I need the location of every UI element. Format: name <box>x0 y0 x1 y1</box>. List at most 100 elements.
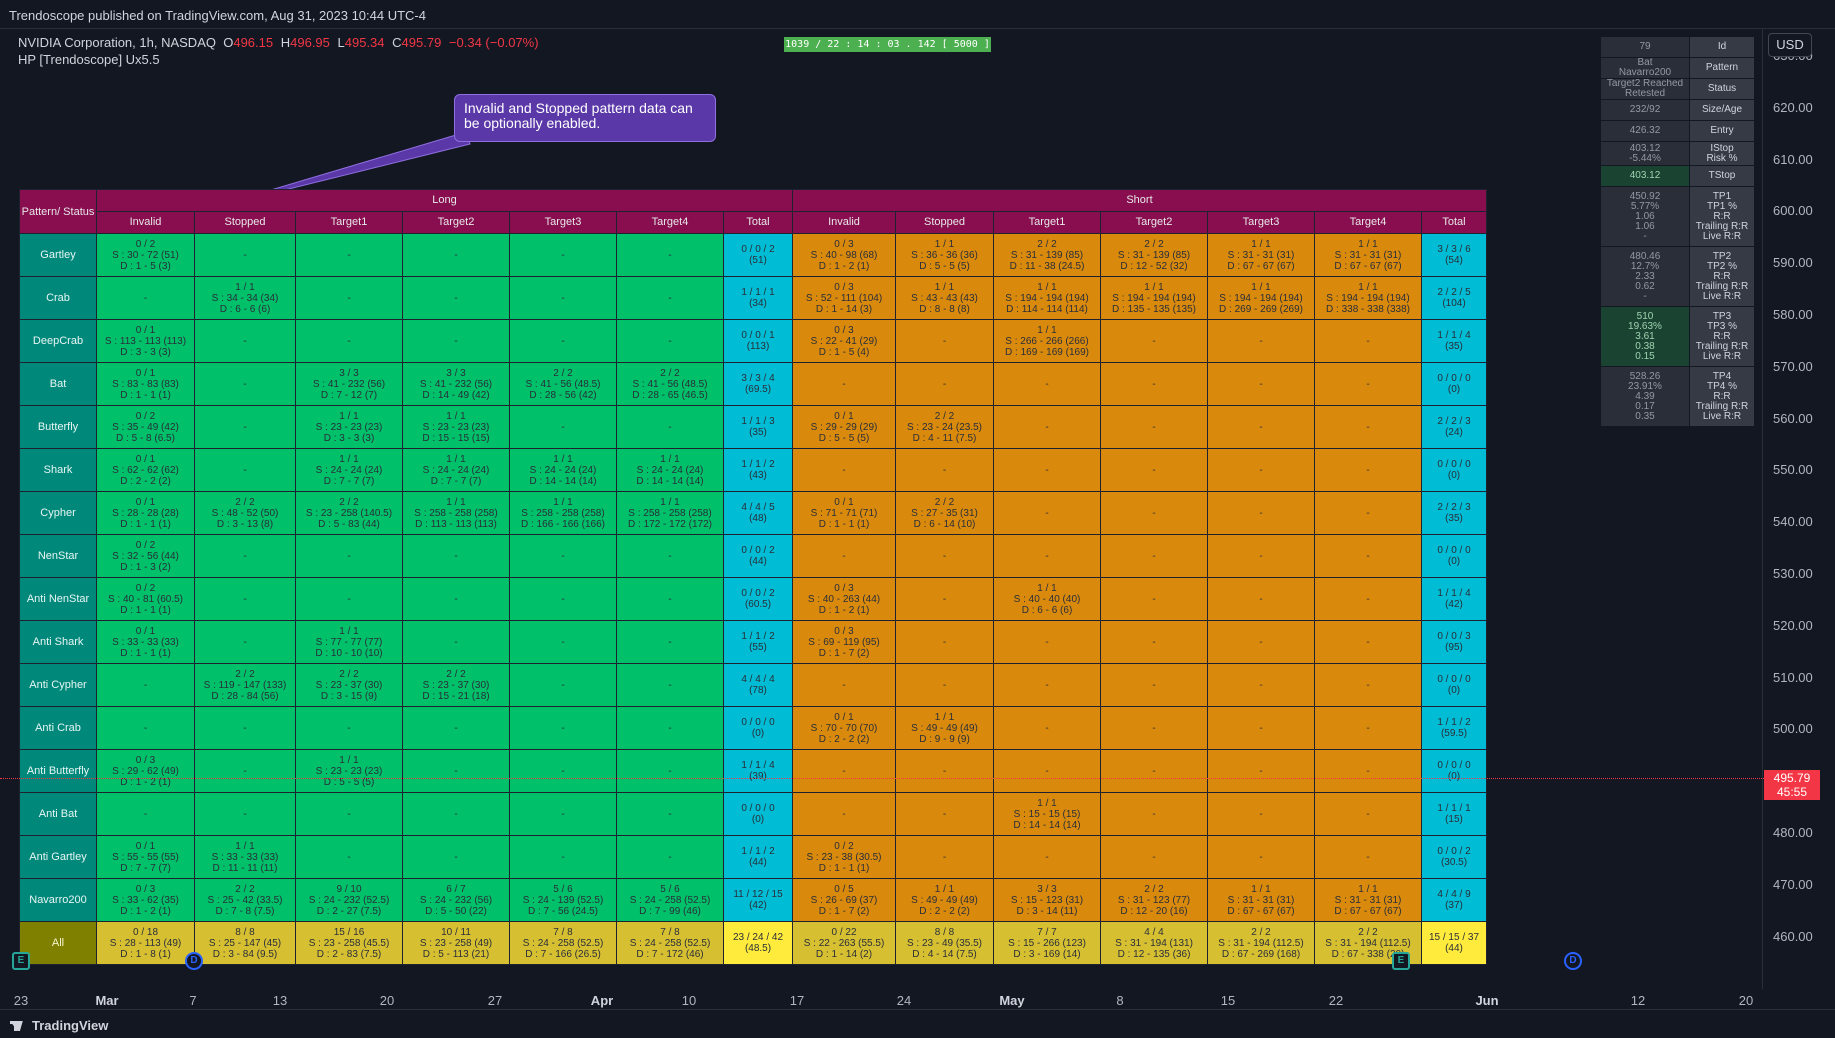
table-cell: 15 / 16 S : 23 - 258 (45.5) D : 2 - 83 (7.… <box>295 921 403 965</box>
table-cell: - <box>96 706 195 750</box>
price-axis[interactable]: 630.00620.00610.00600.00590.00580.00570.… <box>1762 29 1835 989</box>
time-tick: 8 <box>1116 993 1124 1008</box>
earnings-marker-icon[interactable]: E <box>12 952 30 970</box>
subheader-long-total: Total <box>723 211 793 234</box>
table-cell: - <box>993 706 1101 750</box>
table-cell: - <box>295 835 403 879</box>
price-tick: 580.00 <box>1773 307 1813 322</box>
price-tick: 470.00 <box>1773 876 1813 892</box>
time-axis[interactable]: 23 Mar 7 13 20 27 Apr 10 17 24 May 8 15 22 Jun 12 20 <box>0 989 1835 1009</box>
corner-header: Pattern/ Status <box>19 189 97 234</box>
earnings-marker-icon[interactable]: E <box>1392 952 1410 970</box>
trade-detail-label: TP3 TP3 % R:R Trailing R:R Live R:R <box>1689 306 1755 367</box>
table-cell: 0 / 0 / 0 (0) <box>1421 749 1487 793</box>
table-cell: - <box>1207 835 1315 879</box>
table-cell: - <box>1207 319 1315 363</box>
trade-detail-row: Bat Navarro200 Pattern <box>1600 57 1755 79</box>
dividend-marker-icon[interactable]: D <box>185 952 203 970</box>
table-cell: - <box>993 620 1101 664</box>
table-cell: - <box>1100 835 1208 879</box>
table-cell: 3 / 3 / 4 (69.5) <box>723 362 793 406</box>
table-cell: - <box>194 448 296 492</box>
currency-button[interactable]: USD <box>1768 33 1812 57</box>
table-cell: - <box>509 749 617 793</box>
table-cell: - <box>895 620 994 664</box>
table-cell: - <box>792 792 896 836</box>
tradingview-brand[interactable]: TradingView <box>10 1018 108 1033</box>
row-label: Anti Cypher <box>19 663 97 707</box>
table-cell: - <box>1314 577 1422 621</box>
table-cell: 23 / 24 / 42 (48.5) <box>723 921 793 965</box>
time-tick: 24 <box>896 993 912 1008</box>
table-cell: - <box>895 792 994 836</box>
table-cell: - <box>194 319 296 363</box>
table-cell: - <box>1100 319 1208 363</box>
table-cell: 0 / 0 / 2 (44) <box>723 534 793 578</box>
indicator-legend[interactable]: HP [Trendoscope] Ux5.5 <box>18 52 160 67</box>
table-cell: - <box>509 405 617 449</box>
table-cell: - <box>402 233 510 277</box>
close-value: 495.79 <box>401 35 442 50</box>
open-value: 496.15 <box>233 35 274 50</box>
chart-area[interactable]: NVIDIA Corporation, 1h, NASDAQ O496.15 H… <box>0 29 1835 1038</box>
table-cell: 9 / 10 S : 24 - 232 (52.5) D : 2 - 27 (7.5… <box>295 878 403 922</box>
table-cell: - <box>895 835 994 879</box>
table-cell: 2 / 2 / 3 (24) <box>1421 405 1487 449</box>
table-cell: - <box>993 835 1101 879</box>
table-cell: 3 / 3 / 6 (54) <box>1421 233 1487 277</box>
symbol-name[interactable]: NVIDIA Corporation, 1h, NASDAQ <box>18 35 216 50</box>
table-cell: 1 / 1 / 2 (43) <box>723 448 793 492</box>
table-cell: - <box>194 749 296 793</box>
price-tick: 540.00 <box>1773 514 1813 530</box>
table-cell: - <box>1100 491 1208 535</box>
table-cell: - <box>616 319 724 363</box>
table-cell: - <box>616 706 724 750</box>
dividend-marker-icon[interactable]: D <box>1564 952 1582 970</box>
table-cell: - <box>402 792 510 836</box>
table-cell: - <box>895 577 994 621</box>
table-cell: - <box>295 577 403 621</box>
table-cell: - <box>194 362 296 406</box>
trade-detail-value: 510 19.63% 3.61 0.38 0.15 <box>1600 306 1690 367</box>
trade-detail-value: 480.46 12.7% 2.33 0.62- <box>1600 246 1690 307</box>
table-cell: - <box>616 233 724 277</box>
trade-detail-label: IStop Risk % <box>1689 141 1755 166</box>
table-cell: 0 / 0 / 0 (0) <box>723 706 793 750</box>
subheader-long-target1: Target1 <box>295 211 403 234</box>
timer-label: 1039 / 22 : 14 : 03 . 142 [ 5000 ] <box>784 37 991 52</box>
table-cell: 0 / 0 / 0 (0) <box>1421 534 1487 578</box>
tradingview-logo-icon <box>10 1021 23 1031</box>
time-tick: 20 <box>1738 993 1754 1008</box>
symbol-legend[interactable]: NVIDIA Corporation, 1h, NASDAQ O496.15 H… <box>18 35 543 50</box>
table-cell: 4 / 4 / 4 (78) <box>723 663 793 707</box>
table-cell: - <box>509 276 617 320</box>
trade-detail-row: 510 19.63% 3.61 0.38 0.15 TP3 TP3 % R:R Trailing… <box>1600 306 1755 367</box>
trade-detail-row: 403.12 TStop <box>1600 165 1755 187</box>
table-cell: - <box>1100 706 1208 750</box>
table-cell: - <box>1100 577 1208 621</box>
table-cell: 4 / 4 / 5 (48) <box>723 491 793 535</box>
callout-note[interactable]: Invalid and Stopped pattern data can be … <box>454 94 716 142</box>
trade-detail-value: 450.92 5.77% 1.06 1.06- <box>1600 186 1690 247</box>
price-tick: 480.00 <box>1773 825 1813 840</box>
table-cell: - <box>1314 534 1422 578</box>
subheader-row: Invalid Stopped Target1 Target2 Target3 Targe… <box>20 211 1487 234</box>
